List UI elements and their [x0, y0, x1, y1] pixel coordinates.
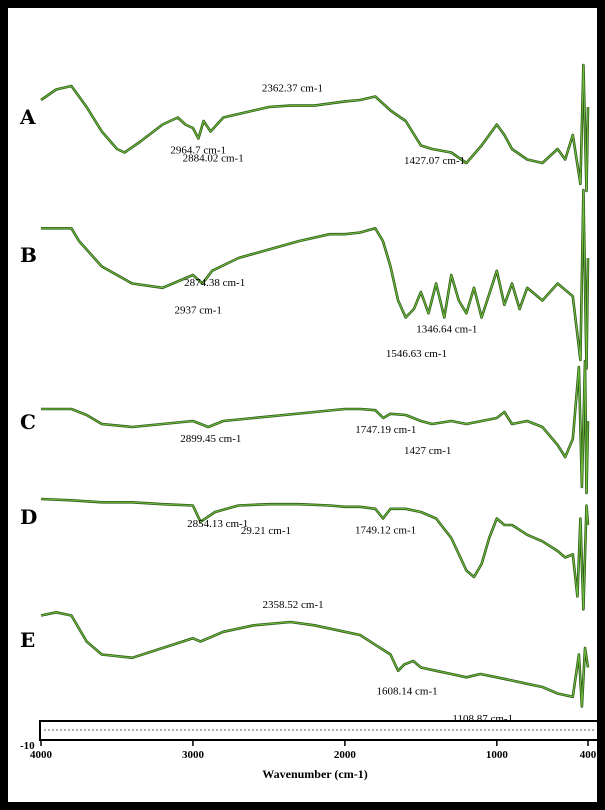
spectrum-e-highlight [40, 611, 589, 707]
spectrum-c-highlight [41, 360, 589, 494]
peak-annotation: 2937 cm-1 [175, 305, 222, 317]
spectrum-label-e: E [20, 628, 35, 652]
spectrum-d: D 2854.13 cm-129.21 cm-1 1749.12 cm-1 [20, 497, 590, 611]
spectrum-label-c: C [20, 410, 36, 434]
x-tick-label: 3000 [182, 749, 205, 761]
y-tick-label: -10 [20, 740, 35, 752]
peak-annotation: 2964.7 cm-1 [170, 145, 226, 157]
chart-frame: A 2362.37 cm-1 2964.7 cm-1 2884.02 cm-1 1427… [8, 8, 597, 802]
x-tick-labels: 4000 3000 2000 1000 400 [30, 740, 597, 761]
peak-annotation: 2854.13 cm-1 [187, 518, 248, 530]
spectrum-b: B 2874.38 cm-1 2937 cm-1 1346.64 cm-1 1546.6… [20, 188, 590, 370]
peak-annotation: 1427.07 cm-1 [404, 155, 465, 167]
spectrum-b-highlight [41, 189, 589, 369]
spectrum-c-line [41, 359, 590, 495]
peak-annotation: 2884.02 cm-1 [183, 153, 244, 165]
x-tick-label: 1000 [486, 749, 509, 761]
peak-annotation: 29.21 cm-1 [241, 525, 291, 537]
spectrum-a-highlight [40, 64, 589, 192]
x-axis-box [39, 720, 597, 741]
peak-annotation: 2899.45 cm-1 [180, 433, 241, 445]
peak-annotation: 2874.38 cm-1 [184, 277, 245, 289]
spectrum-e-line [40, 611, 590, 708]
peak-annotation: 2358.52 cm-1 [263, 599, 324, 611]
spectrum-d-highlight [40, 498, 589, 610]
spectrum-c: C 2899.45 cm-1 1747.19 cm-1 1427 cm-1 [20, 359, 590, 495]
x-tick-label: 400 [580, 749, 597, 761]
x-axis-title: Wavenumber (cm-1) [262, 767, 367, 781]
spectrum-d-line [40, 497, 590, 611]
peak-annotation: 1749.12 cm-1 [355, 525, 416, 537]
peak-annotation: 1108.87 cm-1 [452, 713, 513, 725]
peak-annotation: 1427 cm-1 [404, 445, 451, 457]
spectrum-label-a: A [19, 105, 36, 129]
peak-annotation: 1346.64 cm-1 [416, 324, 477, 336]
x-axis: -10 [20, 720, 597, 752]
peak-annotation: 1546.63 cm-1 [386, 348, 447, 360]
spectrum-e: E 2358.52 cm-1 1608.14 cm-1 1108.87 cm-1 [20, 599, 590, 725]
peak-annotation: 1747.19 cm-1 [355, 424, 416, 436]
spectrum-label-d: D [20, 505, 37, 529]
x-tick-label: 4000 [30, 749, 53, 761]
spectrum-b-line [41, 188, 590, 370]
peak-annotation: 1608.14 cm-1 [377, 685, 438, 697]
x-tick-label: 2000 [334, 749, 357, 761]
spectrum-label-b: B [20, 243, 37, 267]
peak-annotation: 2362.37 cm-1 [262, 83, 323, 95]
